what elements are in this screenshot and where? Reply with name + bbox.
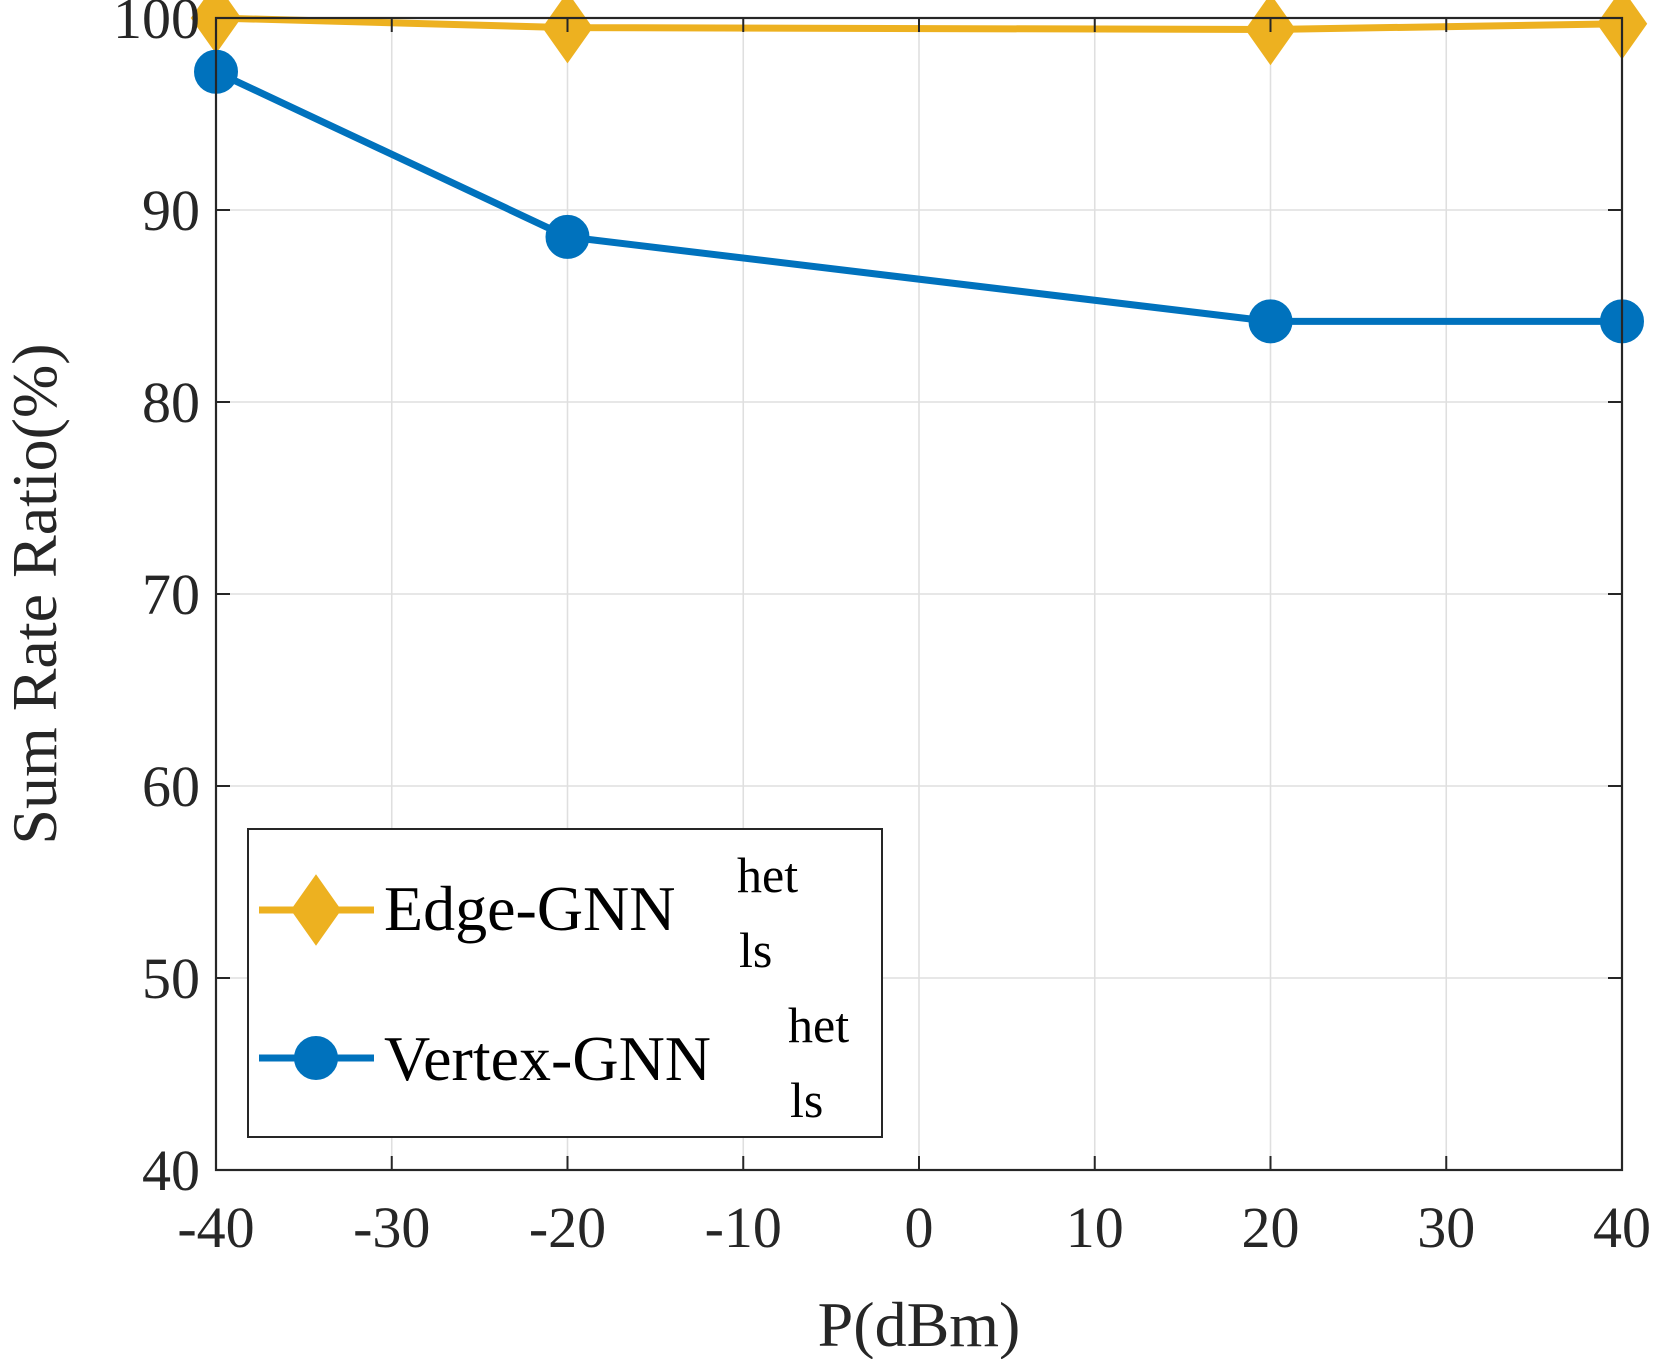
- y-tick-label: 100: [113, 0, 200, 51]
- y-tick-label: 50: [142, 946, 200, 1011]
- x-tick-label: -20: [529, 1195, 606, 1260]
- axis-ticks: [215, 17, 1623, 1171]
- x-tick-label: 10: [1066, 1195, 1124, 1260]
- y-tick-label: 40: [142, 1138, 200, 1203]
- x-tick-label: -10: [705, 1195, 782, 1260]
- x-tick-label: 40: [1593, 1195, 1651, 1260]
- legend-entry-vertex-gnn: Vertex-GNN het ls: [259, 997, 849, 1128]
- x-tick-label: 30: [1417, 1195, 1475, 1260]
- x-tick-label: -30: [353, 1195, 430, 1260]
- x-tick-label: -40: [177, 1195, 254, 1260]
- legend-marker-diamond-icon: [290, 874, 342, 946]
- y-tick-label: 90: [142, 178, 200, 243]
- legend-entry-edge-gnn: Edge-GNN het ls: [259, 847, 798, 978]
- legend-subscript-edge-gnn: ls: [739, 922, 772, 978]
- y-tick-label: 70: [142, 562, 200, 627]
- legend-superscript-edge-gnn: het: [737, 847, 798, 903]
- y-tick-label: 60: [142, 754, 200, 819]
- x-tick-label: 20: [1242, 1195, 1300, 1260]
- x-tick-label: 0: [905, 1195, 934, 1260]
- y-axis-label: Sum Rate Ratio(%): [0, 343, 70, 844]
- legend-marker-circle-icon: [294, 1036, 338, 1080]
- y-tick-label: 80: [142, 370, 200, 435]
- x-axis-label: P(dBm): [818, 1289, 1021, 1359]
- legend-box: [247, 828, 883, 1138]
- tick-labels: -40 -30 -20 -10 0 10 20 30 40 40 50 60 70 80 90 100: [113, 0, 1651, 1260]
- data-point-vertex-gnn: [545, 214, 590, 259]
- legend-superscript-vertex-gnn: het: [788, 997, 849, 1053]
- data-point-vertex-gnn: [1248, 299, 1293, 344]
- legend-subscript-vertex-gnn: ls: [790, 1072, 823, 1128]
- legend-label-edge-gnn: Edge-GNN: [384, 873, 675, 944]
- legend: Edge-GNN het ls Vertex-GNN het ls: [247, 828, 883, 1138]
- legend-label-vertex-gnn: Vertex-GNN: [384, 1023, 711, 1094]
- series-line-vertex-gnn: [214, 68, 1622, 325]
